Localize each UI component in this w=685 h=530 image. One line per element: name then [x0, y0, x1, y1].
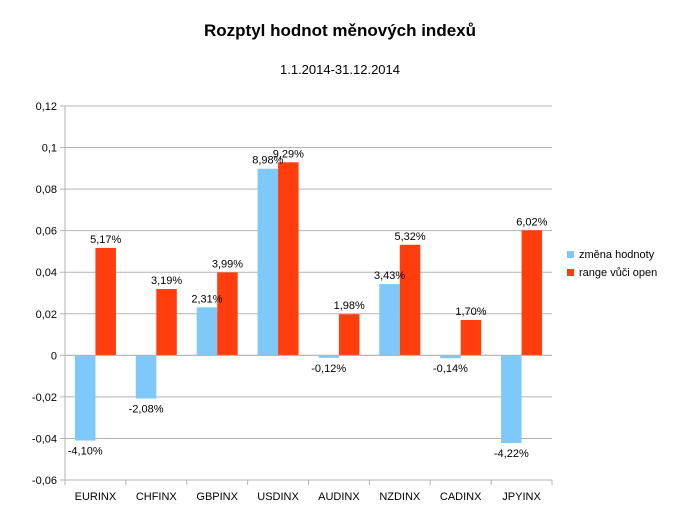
data-label: -2,08% [129, 404, 164, 416]
x-tick-label: GBPINX [196, 491, 238, 503]
bar-range-vuci-open [399, 244, 421, 356]
y-tick-label: 0,06 [36, 226, 57, 238]
y-tick-label: -0,04 [32, 433, 57, 445]
data-label: 8,98% [252, 155, 283, 167]
data-label: -4,22% [494, 448, 529, 460]
bar-zmena-hodnoty [318, 355, 339, 358]
bar-zmena-hodnoty [501, 355, 522, 444]
x-tick-label: CHFINX [136, 491, 178, 503]
y-tick-label: 0,08 [36, 184, 57, 196]
bars [74, 162, 543, 444]
legend: změna hodnoty range vůči open [567, 249, 657, 279]
legend-swatch [567, 269, 574, 276]
x-tick-label: CADINX [440, 491, 482, 503]
data-label: -0,12% [311, 363, 346, 375]
bar-zmena-hodnoty [379, 284, 400, 356]
legend-label: změna hodnoty [579, 249, 655, 261]
legend-swatch [567, 251, 574, 258]
data-label: 3,99% [212, 258, 243, 270]
data-labels: -4,10% 5,17% -2,08% 3,19% 2,31% 3,99% 8,98%9,2… [68, 148, 548, 460]
bar-zmena-hodnoty [440, 355, 461, 359]
y-tick-label: -0,02 [32, 392, 57, 404]
bar-range-vuci-open [95, 247, 116, 356]
grid-lines [65, 105, 552, 481]
y-tick-label: 0,12 [36, 101, 57, 113]
y-tick-label: 0,04 [36, 267, 57, 279]
y-tick-label: 0,02 [36, 309, 57, 321]
bar-zmena-hodnoty [257, 168, 279, 356]
axes [64, 106, 552, 480]
data-label: -0,14% [433, 363, 468, 375]
data-label: 9,29% [273, 148, 304, 160]
y-tick-label: 0,1 [42, 143, 57, 155]
bar-zmena-hodnoty [74, 355, 96, 441]
x-tick-label: USDINX [257, 491, 299, 503]
data-label: 1,70% [455, 306, 486, 318]
bar-range-vuci-open [521, 230, 543, 356]
y-tick-label: 0 [51, 350, 57, 362]
data-label: 2,31% [191, 293, 222, 305]
x-tick-label: NZDINX [379, 491, 421, 503]
x-tick-label: AUDINX [318, 491, 360, 503]
data-label: 3,19% [151, 275, 182, 287]
data-label: 5,32% [394, 231, 425, 243]
data-label: 3,43% [374, 270, 405, 282]
data-label: 6,02% [516, 216, 547, 228]
chart-title: Rozptyl hodnot měnových indexů [204, 21, 476, 40]
bar-range-vuci-open [338, 314, 360, 356]
bar-range-vuci-open [278, 162, 299, 356]
x-tick-label: JPYINX [502, 491, 541, 503]
legend-label: range vůči open [579, 267, 657, 279]
bar-zmena-hodnoty [135, 355, 157, 399]
chart-subtitle: 1.1.2014-31.12.2014 [280, 62, 400, 77]
y-tick-label: -0,06 [32, 475, 57, 487]
bar-range-vuci-open [460, 320, 482, 356]
y-axis-ticks: -0,06 -0,04 -0,02 0 0,02 0,04 0,06 0,08 0,1 0,12 [32, 101, 65, 487]
data-label: 5,17% [90, 234, 121, 246]
bar-range-vuci-open [217, 272, 238, 356]
x-tick-label: EURINX [75, 491, 117, 503]
bar-zmena-hodnoty [196, 307, 218, 356]
x-axis-ticks: EURINX CHFINX GBPINX USDINX AUDINX NZDINX CADI… [64, 480, 553, 503]
bar-range-vuci-open [156, 289, 177, 356]
data-label: 1,98% [334, 300, 365, 312]
data-label: -4,10% [68, 446, 103, 458]
